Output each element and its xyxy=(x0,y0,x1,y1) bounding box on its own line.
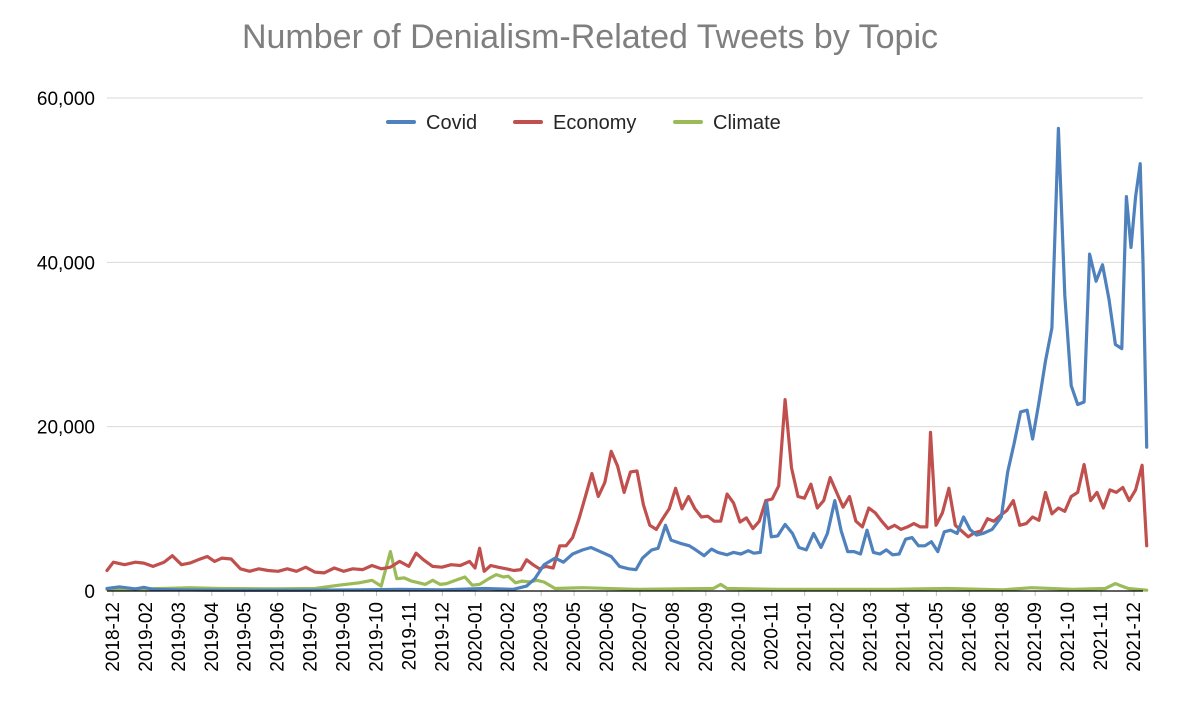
x-tick-label: 2021-01 xyxy=(795,602,816,672)
x-tick-label: 2020-11 xyxy=(762,602,783,670)
x-tick-label: 2021-06 xyxy=(959,602,980,672)
series-line-economy xyxy=(105,398,1149,575)
series-lines xyxy=(105,126,1149,592)
x-tick-label: 2021-08 xyxy=(992,602,1013,672)
x-tick-label: 2020-08 xyxy=(663,602,684,672)
x-tick-label: 2019-04 xyxy=(202,602,223,672)
x-tick-label: 2019-07 xyxy=(301,602,322,672)
x-tick-label: 2019-11 xyxy=(399,602,420,670)
series-line-climate xyxy=(105,549,1149,592)
legend: Covid Economy Climate xyxy=(386,112,781,134)
x-tick-label: 2019-06 xyxy=(268,602,289,672)
x-tick-label: 2019-02 xyxy=(136,602,157,672)
x-tick-label: 2020-07 xyxy=(630,602,651,672)
x-tick-label: 2021-02 xyxy=(828,602,849,672)
y-tick-label: 20,000 xyxy=(37,418,95,439)
x-tick-label: 2019-10 xyxy=(366,602,387,672)
x-tick-label: 2021-10 xyxy=(1058,602,1079,672)
x-tick-label: 2021-11 xyxy=(1091,602,1112,670)
chart-title: Number of Denialism-Related Tweets by To… xyxy=(241,18,939,56)
series-line-covid xyxy=(105,126,1149,592)
x-tick-label: 2021-12 xyxy=(1124,602,1145,672)
x-tick-label: 2019-12 xyxy=(432,602,453,672)
legend-label-covid: Covid xyxy=(426,112,477,134)
x-tick-label: 2021-09 xyxy=(1025,602,1046,672)
gridlines xyxy=(107,97,1143,428)
x-tick-label: 2019-03 xyxy=(169,602,190,672)
x-tick-label: 2019-05 xyxy=(235,602,256,672)
x-tick-label: 2020-05 xyxy=(564,602,585,672)
y-tick-label: 60,000 xyxy=(37,89,95,110)
x-tick-label: 2018-12 xyxy=(103,602,124,672)
legend-label-economy: Economy xyxy=(553,112,636,134)
x-tick-label: 2020-06 xyxy=(597,602,618,672)
y-tick-label: 0 xyxy=(84,582,95,603)
x-tick-label: 2019-09 xyxy=(334,602,355,672)
y-tick-label: 40,000 xyxy=(37,253,95,274)
y-axis-ticks: 0 20,000 40,000 60,000 xyxy=(37,89,95,603)
x-tick-label: 2021-03 xyxy=(861,602,882,672)
x-tick-label: 2020-01 xyxy=(465,602,486,672)
x-axis-ticks: 2018-12 2019-02 2019-03 2019-04 2019-05 2019-… xyxy=(103,591,1145,672)
x-tick-label: 2021-05 xyxy=(926,602,947,672)
x-tick-label: 2021-04 xyxy=(893,602,914,672)
legend-label-climate: Climate xyxy=(713,112,781,134)
x-tick-label: 2020-03 xyxy=(531,602,552,672)
x-tick-label: 2020-09 xyxy=(696,602,717,672)
x-tick-label: 2020-10 xyxy=(729,602,750,672)
x-tick-label: 2020-02 xyxy=(498,602,519,672)
